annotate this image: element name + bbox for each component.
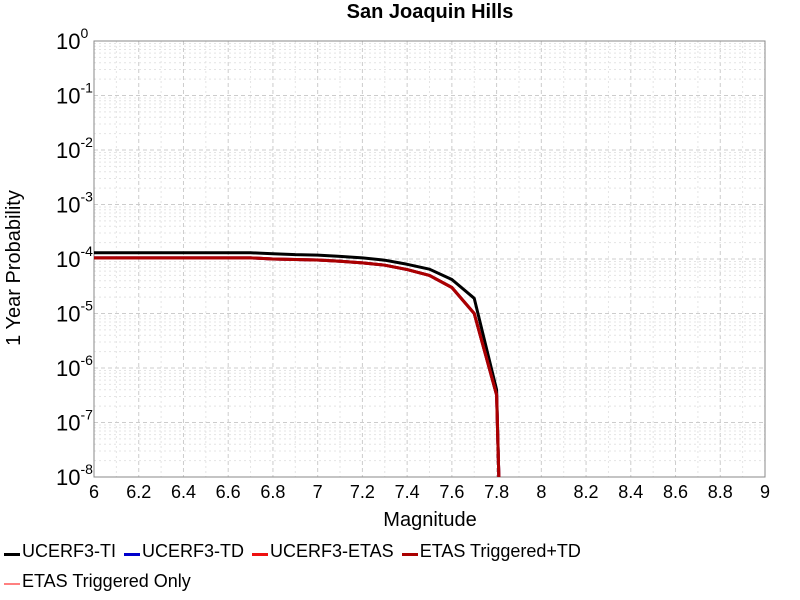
y-tick-label: 100 bbox=[56, 25, 88, 54]
legend-label-ucerf3-td: UCERF3-TD bbox=[142, 540, 244, 561]
x-tick-labels: 6 6.2 6.4 6.6 6.8 7 7.2 7.4 7.6 7.8 8 8.2 8.4 8.6 8.8 9 bbox=[89, 482, 770, 502]
x-tick-label: 6.2 bbox=[126, 482, 151, 502]
legend-swatch-ucerf3-etas bbox=[252, 552, 268, 556]
y-tick-label: 10-7 bbox=[56, 407, 93, 436]
legend-row-2: ETAS Triggered Only bbox=[0, 566, 800, 596]
x-tick-label: 7 bbox=[313, 482, 323, 502]
legend-label-etas-triggered-td: ETAS Triggered+TD bbox=[419, 540, 581, 561]
x-tick-label: 8.6 bbox=[663, 482, 688, 502]
legend-swatch-etas-triggered-td bbox=[401, 552, 418, 556]
x-tick-label: 7.6 bbox=[439, 482, 464, 502]
plot-grid bbox=[93, 41, 766, 478]
x-tick-label: 6.4 bbox=[171, 482, 196, 502]
x-tick-label: 8 bbox=[536, 482, 546, 502]
legend-item-ucerf3-td: UCERF3-TD bbox=[120, 541, 244, 562]
y-tick-label: 10-8 bbox=[56, 461, 93, 490]
legend-label-ucerf3-ti: UCERF3-TI bbox=[22, 540, 116, 561]
legend-item-etas-triggered-td: ETAS Triggered+TD bbox=[398, 541, 581, 562]
series-layer bbox=[94, 251, 501, 478]
x-tick-label: 8.4 bbox=[618, 482, 643, 502]
x-axis-label: Magnitude bbox=[383, 509, 476, 531]
legend-swatch-ucerf3-ti bbox=[4, 552, 20, 556]
x-tick-label: 6.8 bbox=[260, 482, 285, 502]
magnitude-probability-chart: San Joaquin Hills 6 6.2 6.4 6.6 6.8 7 7.2 7.4 7.… bbox=[3, 1, 770, 531]
series-line-ucerf3-ti bbox=[94, 251, 501, 478]
y-axis-label: 1 Year Probability bbox=[3, 190, 25, 346]
chart-legend: UCERF3-TI UCERF3-TD UCERF3-ETAS ETAS Tri… bbox=[0, 536, 800, 596]
x-tick-label: 8.8 bbox=[708, 482, 733, 502]
x-tick-label: 8.2 bbox=[574, 482, 599, 502]
y-tick-label: 10-1 bbox=[56, 80, 93, 109]
legend-row-1: UCERF3-TI UCERF3-TD UCERF3-ETAS ETAS Tri… bbox=[0, 536, 800, 566]
legend-label-ucerf3-etas: UCERF3-ETAS bbox=[270, 540, 394, 561]
x-tick-label: 7.2 bbox=[350, 482, 375, 502]
y-tick-label: 10-5 bbox=[56, 298, 93, 327]
legend-item-ucerf3-etas: UCERF3-ETAS bbox=[248, 541, 394, 562]
x-tick-label: 9 bbox=[760, 482, 770, 502]
legend-swatch-ucerf3-td bbox=[124, 552, 140, 556]
y-tick-labels: 100 10-1 10-2 10-3 10-4 10-5 10-6 10-7 10-8 bbox=[56, 25, 93, 490]
x-tick-label: 7.4 bbox=[395, 482, 420, 502]
y-tick-label: 10-4 bbox=[56, 243, 93, 272]
y-tick-label: 10-2 bbox=[56, 134, 93, 163]
x-tick-label: 7.8 bbox=[484, 482, 509, 502]
y-tick-label: 10-3 bbox=[56, 189, 93, 218]
y-tick-label: 10-6 bbox=[56, 352, 93, 381]
x-tick-label: 6.6 bbox=[216, 482, 241, 502]
legend-item-etas-triggered-only: ETAS Triggered Only bbox=[0, 571, 191, 592]
legend-item-ucerf3-ti: UCERF3-TI bbox=[0, 541, 116, 562]
legend-label-etas-triggered-only: ETAS Triggered Only bbox=[22, 570, 191, 591]
x-tick-label: 6 bbox=[89, 482, 99, 502]
chart-title: San Joaquin Hills bbox=[347, 1, 514, 23]
series-line-etas-triggered-td bbox=[94, 256, 501, 478]
legend-swatch-etas-triggered-only bbox=[4, 583, 20, 585]
